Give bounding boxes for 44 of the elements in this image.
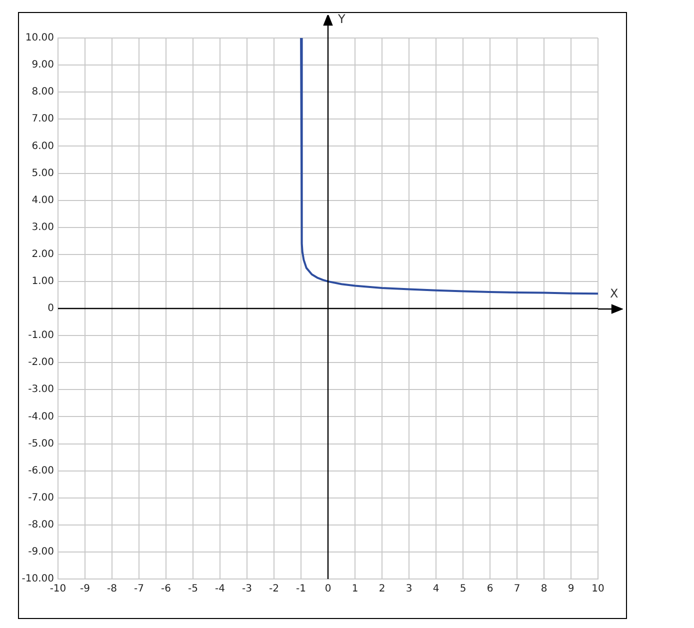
x-tick-label: -6: [161, 584, 171, 595]
y-tick-label: 7.00: [32, 114, 54, 125]
x-tick-label: 2: [378, 584, 386, 595]
x-axis-title: X: [610, 286, 618, 301]
y-tick-label: 4.00: [32, 194, 54, 206]
y-tick-label: 3.00: [32, 222, 54, 233]
x-tick-label: 3: [406, 584, 412, 595]
x-tick-label: -9: [80, 584, 90, 595]
x-tick-label: -5: [188, 584, 198, 595]
x-tick-label: 8: [540, 584, 548, 595]
x-tick-label: 9: [568, 584, 574, 595]
y-tick-label: 9.00: [32, 60, 54, 71]
x-tick-label: -3: [242, 584, 252, 595]
y-tick-label: -5.00: [28, 438, 54, 450]
x-tick-label: -2: [269, 584, 279, 595]
y-tick-label: -9.00: [28, 546, 54, 558]
x-tick-label: -10: [50, 584, 66, 595]
y-tick-label: 0: [48, 303, 54, 314]
x-tick-label: -1: [296, 584, 306, 595]
x-tick-label: 4: [432, 584, 440, 595]
x-tick-label: 7: [514, 584, 520, 595]
y-tick-label: -8.00: [28, 519, 54, 530]
y-tick-label: 10.00: [25, 32, 54, 44]
x-tick-label: -7: [134, 584, 144, 595]
y-tick-label: 5.00: [32, 168, 54, 179]
y-tick-label: -4.00: [28, 411, 54, 422]
y-tick-label: -2.00: [28, 357, 54, 368]
y-tick-label: 1.00: [32, 276, 54, 288]
x-tick-label: 5: [460, 584, 466, 595]
x-tick-label: 6: [486, 584, 494, 595]
y-tick-label: -10.00: [22, 574, 54, 585]
y-tick-label: -1.00: [28, 330, 54, 342]
y-tick-label: 6.00: [32, 140, 54, 152]
y-tick-label: 8.00: [32, 86, 54, 98]
x-tick-label: 1: [352, 584, 358, 595]
y-tick-label: -6.00: [28, 465, 54, 476]
y-tick-label: -3.00: [28, 384, 54, 396]
y-axis-title: Y: [337, 12, 346, 26]
x-tick-label: 10: [592, 584, 604, 595]
x-tick-label: 0: [324, 584, 332, 595]
x-tick-label: -4: [215, 584, 225, 595]
y-tick-label: 2.00: [32, 248, 54, 260]
y-tick-label: -7.00: [28, 492, 54, 504]
x-tick-label: -8: [107, 584, 117, 595]
